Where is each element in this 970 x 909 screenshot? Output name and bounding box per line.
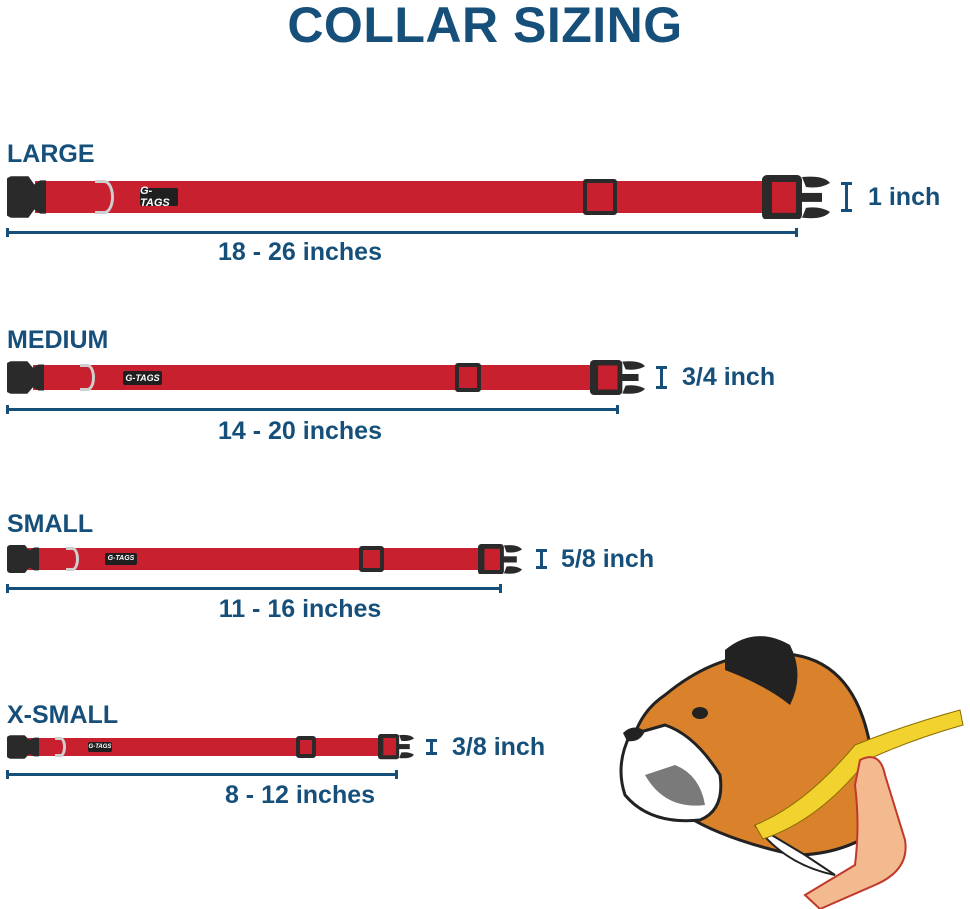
buckle-female-icon bbox=[7, 176, 46, 218]
length-measure-line bbox=[6, 770, 398, 779]
page-title: COLLAR SIZING bbox=[287, 0, 683, 53]
width-measure-marker bbox=[841, 182, 852, 212]
collar-strap bbox=[28, 548, 482, 570]
collar-strap bbox=[33, 365, 600, 390]
brand-tag: G-TAGS bbox=[140, 185, 178, 209]
dog-eye bbox=[692, 707, 708, 719]
brand-tag: G-TAGS bbox=[105, 552, 137, 566]
size-label-medium: MEDIUM bbox=[7, 326, 109, 354]
length-range: 14 - 20 inches bbox=[218, 417, 382, 445]
width-label: 5/8 inch bbox=[561, 545, 655, 573]
slider-buckle-icon bbox=[455, 363, 481, 392]
length-range: 11 - 16 inches bbox=[218, 595, 382, 623]
slider-buckle-icon bbox=[296, 736, 316, 758]
buckle-female-icon bbox=[7, 735, 39, 759]
brand-tag: G-TAGS bbox=[123, 370, 162, 385]
length-range: 18 - 26 inches bbox=[218, 238, 382, 266]
buckle-male-icon bbox=[762, 174, 830, 220]
hand-icon bbox=[803, 756, 907, 909]
width-measure-marker bbox=[426, 739, 437, 755]
buckle-male-icon bbox=[590, 360, 645, 395]
buckle-female-icon bbox=[7, 361, 44, 394]
length-range: 8 - 12 inches bbox=[224, 781, 376, 809]
measuring-tape-icon bbox=[754, 709, 964, 840]
d-ring-icon bbox=[95, 180, 115, 214]
width-label: 1 inch bbox=[868, 183, 941, 211]
size-label-large: LARGE bbox=[7, 140, 95, 168]
dog-jowl bbox=[645, 765, 705, 806]
buckle-female-icon bbox=[7, 544, 39, 574]
size-label-x-small: X-SMALL bbox=[7, 701, 119, 729]
width-measure-marker bbox=[656, 366, 667, 389]
boxer-dog-illustration bbox=[619, 636, 964, 909]
buckle-male-icon bbox=[478, 543, 522, 575]
d-ring-icon bbox=[80, 364, 95, 391]
d-ring-icon bbox=[55, 737, 66, 757]
slider-buckle-icon bbox=[583, 179, 617, 215]
width-label: 3/4 inch bbox=[682, 363, 776, 391]
brand-tag: G-TAGS bbox=[88, 741, 112, 753]
size-label-small: SMALL bbox=[7, 510, 94, 538]
slider-buckle-icon bbox=[359, 546, 384, 572]
dog-ear bbox=[725, 636, 798, 705]
dog-nose bbox=[623, 727, 645, 742]
buckle-male-icon bbox=[378, 734, 414, 760]
width-measure-marker bbox=[536, 549, 547, 569]
length-measure-line bbox=[6, 405, 619, 414]
length-measure-line bbox=[6, 228, 798, 237]
length-measure-line bbox=[6, 584, 502, 593]
collar-strap bbox=[28, 738, 382, 756]
d-ring-icon bbox=[66, 547, 80, 571]
width-label: 3/8 inch bbox=[452, 733, 546, 761]
